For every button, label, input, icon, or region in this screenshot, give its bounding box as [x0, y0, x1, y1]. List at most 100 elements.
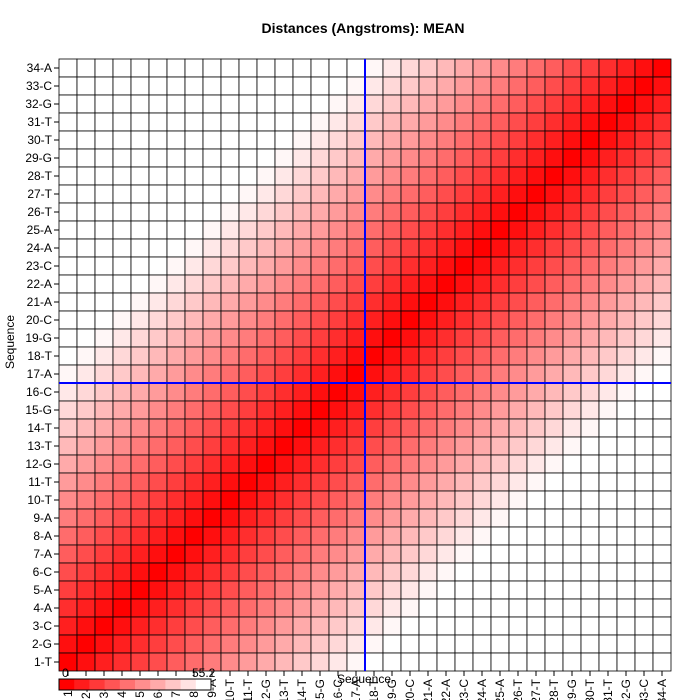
heatmap-cell-25-A-22-A — [436, 220, 456, 240]
heatmap-cell-8-A-9-A — [202, 526, 222, 546]
heatmap-cell-9-A-25-A — [490, 508, 510, 528]
heatmap-cell-25-A-30-T — [580, 220, 600, 240]
heatmap-cell-12-G-11-T — [238, 454, 258, 474]
heatmap-cell-28-T-12-G — [256, 166, 276, 186]
heatmap-cell-17-A-7-A — [166, 364, 186, 384]
heatmap-cell-1-T-29-G — [562, 652, 582, 672]
x-tick-label: 31-T — [601, 678, 615, 700]
heatmap-cell-22-A-8-A — [184, 274, 204, 294]
heatmap-cell-17-A-4-A — [112, 364, 132, 384]
heatmap-cell-1-T-31-T — [598, 652, 618, 672]
heatmap-cell-14-T-29-G — [562, 418, 582, 438]
heatmap-cell-10-T-24-A — [472, 490, 492, 510]
heatmap-cell-22-A-3-C — [94, 274, 114, 294]
heatmap-cell-16-C-7-A — [166, 382, 186, 402]
heatmap-cell-19-G-11-T — [238, 328, 258, 348]
heatmap-cell-29-G-24-A — [472, 148, 492, 168]
heatmap-cell-5-A-16-C — [328, 580, 348, 600]
heatmap-cell-34-A-28-T — [544, 58, 564, 78]
heatmap-cell-33-C-29-G — [562, 76, 582, 96]
heatmap-cell-6-C-28-T — [544, 562, 564, 582]
heatmap-cell-16-C-8-A — [184, 382, 204, 402]
heatmap-cell-14-T-16-C — [328, 418, 348, 438]
heatmap-cell-8-A-30-T — [580, 526, 600, 546]
heatmap-cell-33-C-4-A — [112, 76, 132, 96]
heatmap-cell-17-A-28-T — [544, 364, 564, 384]
heatmap-cell-25-A-16-C — [328, 220, 348, 240]
heatmap-cell-13-T-31-T — [598, 436, 618, 456]
heatmap-cell-19-G-22-A — [436, 328, 456, 348]
heatmap-cell-26-T-9-A — [202, 202, 222, 222]
heatmap-cell-24-A-2-G — [76, 238, 96, 258]
heatmap-cell-28-T-30-T — [580, 166, 600, 186]
y-tick-label: 4-A — [33, 601, 52, 615]
heatmap-cell-32-G-26-T — [508, 94, 528, 114]
heatmap-cell-31-T-7-A — [166, 112, 186, 132]
heatmap-cell-31-T-21-A — [418, 112, 438, 132]
heatmap-cell-14-T-25-A — [490, 418, 510, 438]
heatmap-cell-3-C-1-T — [58, 616, 78, 636]
heatmap-cell-17-A-20-C — [400, 364, 420, 384]
heatmap-cell-14-T-14-T — [292, 418, 312, 438]
heatmap-cell-4-A-3-C — [94, 598, 114, 618]
heatmap-cell-10-T-28-T — [544, 490, 564, 510]
heatmap-cell-16-C-21-A — [418, 382, 438, 402]
heatmap-cell-26-T-21-A — [418, 202, 438, 222]
heatmap-cell-7-A-15-G — [310, 544, 330, 564]
heatmap-cell-16-C-22-A — [436, 382, 456, 402]
heatmap-cell-22-A-13-T — [274, 274, 294, 294]
heatmap-cell-13-T-5-A — [130, 436, 150, 456]
heatmap-cell-23-C-25-A — [490, 256, 510, 276]
heatmap-cell-14-T-34-A — [652, 418, 672, 438]
heatmap-cell-3-C-11-T — [238, 616, 258, 636]
heatmap-cell-23-C-8-A — [184, 256, 204, 276]
heatmap-cell-25-A-26-T — [508, 220, 528, 240]
heatmap-cell-18-T-13-T — [274, 346, 294, 366]
heatmap-cell-19-G-10-T — [220, 328, 240, 348]
heatmap-cell-7-A-30-T — [580, 544, 600, 564]
heatmap-cell-4-A-6-C — [148, 598, 168, 618]
heatmap-cell-20-C-32-G — [616, 310, 636, 330]
heatmap-cell-33-C-17-A — [346, 76, 366, 96]
heatmap-cell-22-A-30-T — [580, 274, 600, 294]
heatmap-cell-22-A-7-A — [166, 274, 186, 294]
heatmap-cell-6-C-13-T — [274, 562, 294, 582]
heatmap-cell-15-G-18-T — [364, 400, 384, 420]
heatmap-cell-14-T-22-A — [436, 418, 456, 438]
heatmap-cell-7-A-25-A — [490, 544, 510, 564]
heatmap-cell-3-C-20-C — [400, 616, 420, 636]
x-tick-label: 20-C — [403, 679, 417, 700]
heatmap-cell-19-G-13-T — [274, 328, 294, 348]
heatmap-cell-10-T-18-T — [364, 490, 384, 510]
heatmap-cell-11-T-16-C — [328, 472, 348, 492]
heatmap-cell-16-C-10-T — [220, 382, 240, 402]
heatmap-cell-4-A-33-C — [634, 598, 654, 618]
heatmap-cell-6-C-1-T — [58, 562, 78, 582]
heatmap-cell-33-C-7-A — [166, 76, 186, 96]
heatmap-cell-16-C-32-G — [616, 382, 636, 402]
heatmap-cell-1-T-33-C — [634, 652, 654, 672]
heatmap-cell-26-T-31-T — [598, 202, 618, 222]
heatmap-cell-34-A-2-G — [76, 58, 96, 78]
heatmap-cell-18-T-34-A — [652, 346, 672, 366]
heatmap-cell-13-T-17-A — [346, 436, 366, 456]
heatmap-cell-28-T-9-A — [202, 166, 222, 186]
heatmap-cell-24-A-12-G — [256, 238, 276, 258]
legend-swatch — [89, 679, 106, 690]
heatmap-cell-12-G-20-C — [400, 454, 420, 474]
heatmap-cell-9-A-11-T — [238, 508, 258, 528]
heatmap-cell-33-C-6-C — [148, 76, 168, 96]
y-tick-label: 25-A — [27, 223, 52, 237]
heatmap-cell-29-G-22-A — [436, 148, 456, 168]
heatmap-cell-17-A-15-G — [310, 364, 330, 384]
heatmap-cell-5-A-1-T — [58, 580, 78, 600]
heatmap-cell-20-C-23-C — [454, 310, 474, 330]
legend-swatch — [135, 679, 151, 690]
heatmap-cell-6-C-14-T — [292, 562, 312, 582]
heatmap-cell-5-A-28-T — [544, 580, 564, 600]
heatmap-cell-3-C-17-A — [346, 616, 366, 636]
heatmap-cell-2-G-28-T — [544, 634, 564, 654]
heatmap-cell-21-A-25-A — [490, 292, 510, 312]
heatmap-cell-22-A-14-T — [292, 274, 312, 294]
heatmap-cell-26-T-18-T — [364, 202, 384, 222]
